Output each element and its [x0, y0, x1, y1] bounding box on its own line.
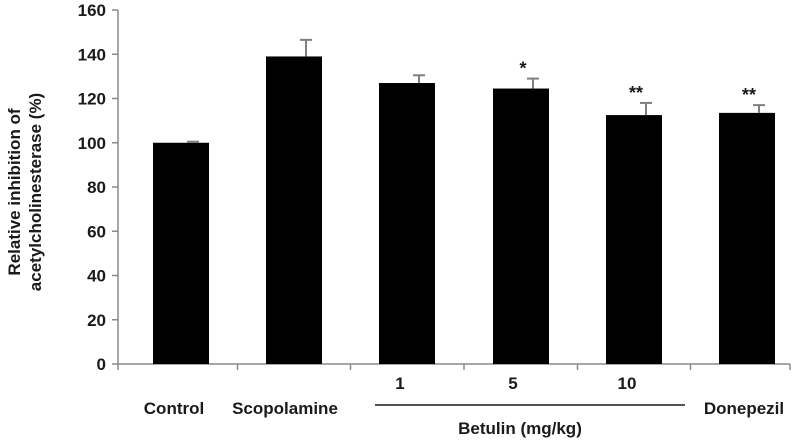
bars — [153, 56, 775, 365]
x-category-label: 5 — [508, 374, 517, 393]
bar-5 — [493, 88, 549, 364]
y-tick-label: 100 — [78, 134, 106, 153]
y-axis-title: Relative inhibition of acetylcholinestera… — [5, 93, 45, 291]
bar-scopolamine — [266, 56, 322, 365]
group-label: Betulin (mg/kg) — [458, 419, 582, 438]
x-category-label: 1 — [395, 374, 404, 393]
significance-label: ** — [742, 85, 756, 105]
y-tick-label: 160 — [78, 1, 106, 20]
y-tick-label: 40 — [87, 267, 106, 286]
axes — [117, 10, 791, 370]
significance-label: ** — [629, 83, 643, 103]
bar-1 — [379, 83, 435, 364]
y-tick-label: 0 — [97, 355, 106, 374]
y-tick-label: 120 — [78, 90, 106, 109]
x-category-label: Scopolamine — [232, 399, 338, 418]
bar-control — [153, 142, 209, 364]
x-category-label: Control — [144, 399, 204, 418]
y-tick-label: 60 — [87, 222, 106, 241]
y-ticks: 0 20 40 60 80 100 120 140 160 — [78, 1, 118, 374]
bar-10 — [606, 115, 662, 364]
y-tick-label: 80 — [87, 178, 106, 197]
significance-label: * — [519, 59, 526, 79]
bar-donepezil — [719, 112, 775, 364]
x-category-label: Donepezil — [704, 399, 784, 418]
y-axis-title-line: Relative inhibition of — [5, 108, 24, 276]
y-axis-title-line: acetylcholinesterase (%) — [26, 93, 45, 291]
y-tick-label: 140 — [78, 45, 106, 64]
error-bars — [187, 38, 765, 143]
y-tick-label: 20 — [87, 311, 106, 330]
group-annotation: Betulin (mg/kg) — [375, 404, 685, 438]
x-category-label: 10 — [618, 374, 637, 393]
significance-marks: *** ** — [519, 59, 756, 106]
x-labels: Control Scopolamine 1 5 10 Donepezil — [144, 374, 784, 418]
